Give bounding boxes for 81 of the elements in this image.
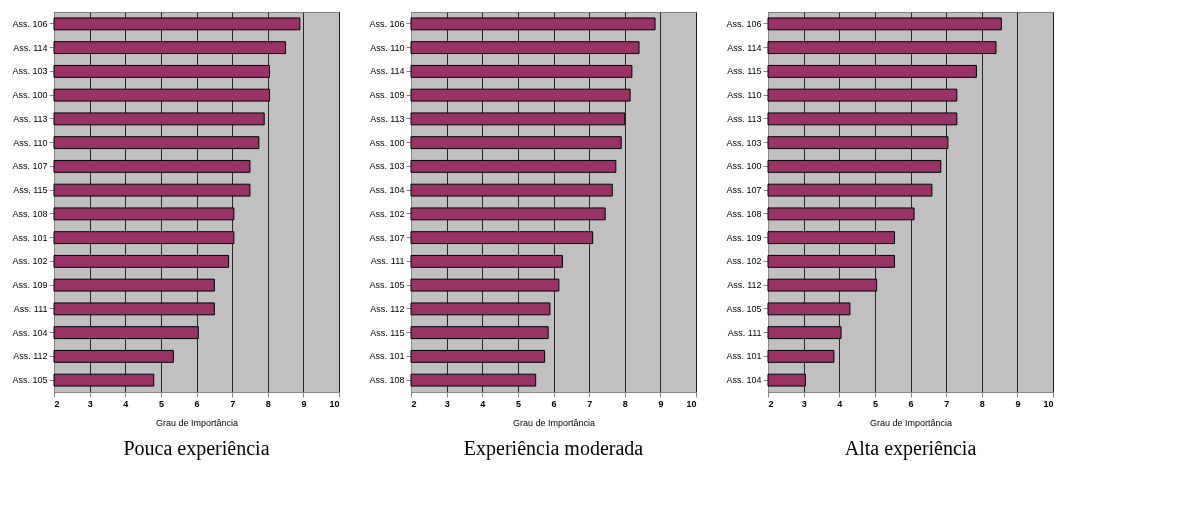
x-tick-label: 7 xyxy=(944,398,950,409)
y-tick-label: Ass. 107 xyxy=(369,232,405,243)
y-tick-label: Ass. 102 xyxy=(369,208,405,219)
y-tick-label: Ass. 108 xyxy=(12,208,48,219)
y-tick-label: Ass. 109 xyxy=(369,90,405,101)
text: Experiência moderada xyxy=(463,437,644,460)
y-tick-label: Ass. 102 xyxy=(726,256,762,267)
y-tick-label: Ass. 114 xyxy=(13,42,48,53)
y-tick-label: Ass. 114 xyxy=(727,42,762,53)
text: Alta experiência xyxy=(844,437,977,460)
x-tick-label: 2 xyxy=(768,398,774,409)
x-tick-label: 10 xyxy=(1043,398,1054,409)
x-tick-label: 3 xyxy=(87,398,93,409)
y-tick-label: Ass. 106 xyxy=(12,18,48,29)
y-tick-label: Ass. 115 xyxy=(370,327,405,338)
y-tick-label: Ass. 104 xyxy=(12,327,48,338)
x-tick-label: 4 xyxy=(123,398,129,409)
y-tick-label: Ass. 103 xyxy=(726,137,762,148)
y-tick-label: Ass. 110 xyxy=(370,42,405,53)
x-tick-label: 5 xyxy=(158,398,164,409)
y-tick-label: Ass. 104 xyxy=(726,375,762,386)
y-tick-label: Ass. 106 xyxy=(726,18,762,29)
y-tick-label: Ass. 100 xyxy=(12,90,48,101)
x-tick-label: 8 xyxy=(265,398,271,409)
y-tick-label: Ass. 111 xyxy=(727,327,762,338)
y-tick-label: Ass. 105 xyxy=(12,375,48,386)
x-tick-label: 7 xyxy=(587,398,593,409)
x-tick-label: 4 xyxy=(480,398,486,409)
x-tick-label: 2 xyxy=(411,398,417,409)
x-axis-title: Grau de Importância xyxy=(155,417,239,428)
y-tick-label: Ass. 102 xyxy=(12,256,48,267)
y-tick-label: Ass. 110 xyxy=(727,90,762,101)
y-tick-label: Ass. 100 xyxy=(369,137,405,148)
y-tick-label: Ass. 112 xyxy=(370,303,405,314)
x-tick-label: 3 xyxy=(444,398,450,409)
x-tick-label: 5 xyxy=(515,398,521,409)
x-tick-label: 8 xyxy=(622,398,628,409)
y-tick-label: Ass. 113 xyxy=(370,113,405,124)
x-tick-label: 9 xyxy=(658,398,664,409)
x-tick-label: 10 xyxy=(686,398,697,409)
text: Pouca experiência xyxy=(123,437,270,460)
y-tick-label: Ass. 101 xyxy=(12,232,48,243)
y-tick-label: Ass. 110 xyxy=(13,137,48,148)
y-tick-label: Ass. 107 xyxy=(12,161,48,172)
y-tick-label: Ass. 108 xyxy=(369,375,405,386)
y-tick-label: Ass. 109 xyxy=(12,280,48,291)
y-tick-label: Ass. 111 xyxy=(13,303,48,314)
y-tick-label: Ass. 100 xyxy=(726,161,762,172)
y-tick-label: Ass. 111 xyxy=(370,256,405,267)
y-tick-label: Ass. 101 xyxy=(726,351,762,362)
y-tick-label: Ass. 112 xyxy=(727,280,762,291)
y-tick-label: Ass. 115 xyxy=(727,66,762,77)
y-tick-label: Ass. 105 xyxy=(726,303,762,314)
y-tick-label: Ass. 112 xyxy=(13,351,48,362)
y-tick-label: Ass. 109 xyxy=(726,232,762,243)
x-tick-label: 7 xyxy=(230,398,236,409)
y-tick-label: Ass. 113 xyxy=(727,113,762,124)
x-tick-label: 9 xyxy=(1015,398,1021,409)
y-tick-label: Ass. 107 xyxy=(726,185,762,196)
y-tick-label: Ass. 106 xyxy=(369,18,405,29)
y-tick-label: Ass. 115 xyxy=(13,185,48,196)
y-tick-label: Ass. 103 xyxy=(12,66,48,77)
x-tick-label: 3 xyxy=(801,398,807,409)
x-axis-title: Grau de Importância xyxy=(869,417,953,428)
y-tick-label: Ass. 105 xyxy=(369,280,405,291)
x-tick-label: 2 xyxy=(54,398,60,409)
x-tick-label: 4 xyxy=(837,398,843,409)
x-tick-label: 9 xyxy=(301,398,307,409)
x-tick-label: 5 xyxy=(872,398,878,409)
x-tick-label: 6 xyxy=(194,398,200,409)
x-axis-title: Grau de Importância xyxy=(512,417,596,428)
y-tick-label: Ass. 114 xyxy=(370,66,405,77)
y-tick-label: Ass. 113 xyxy=(13,113,48,124)
x-tick-label: 8 xyxy=(979,398,985,409)
x-tick-label: 6 xyxy=(551,398,557,409)
x-tick-label: 10 xyxy=(329,398,340,409)
x-tick-label: 6 xyxy=(908,398,914,409)
y-tick-label: Ass. 101 xyxy=(369,351,405,362)
y-tick-label: Ass. 108 xyxy=(726,208,762,219)
y-tick-label: Ass. 103 xyxy=(369,161,405,172)
y-tick-label: Ass. 104 xyxy=(369,185,405,196)
